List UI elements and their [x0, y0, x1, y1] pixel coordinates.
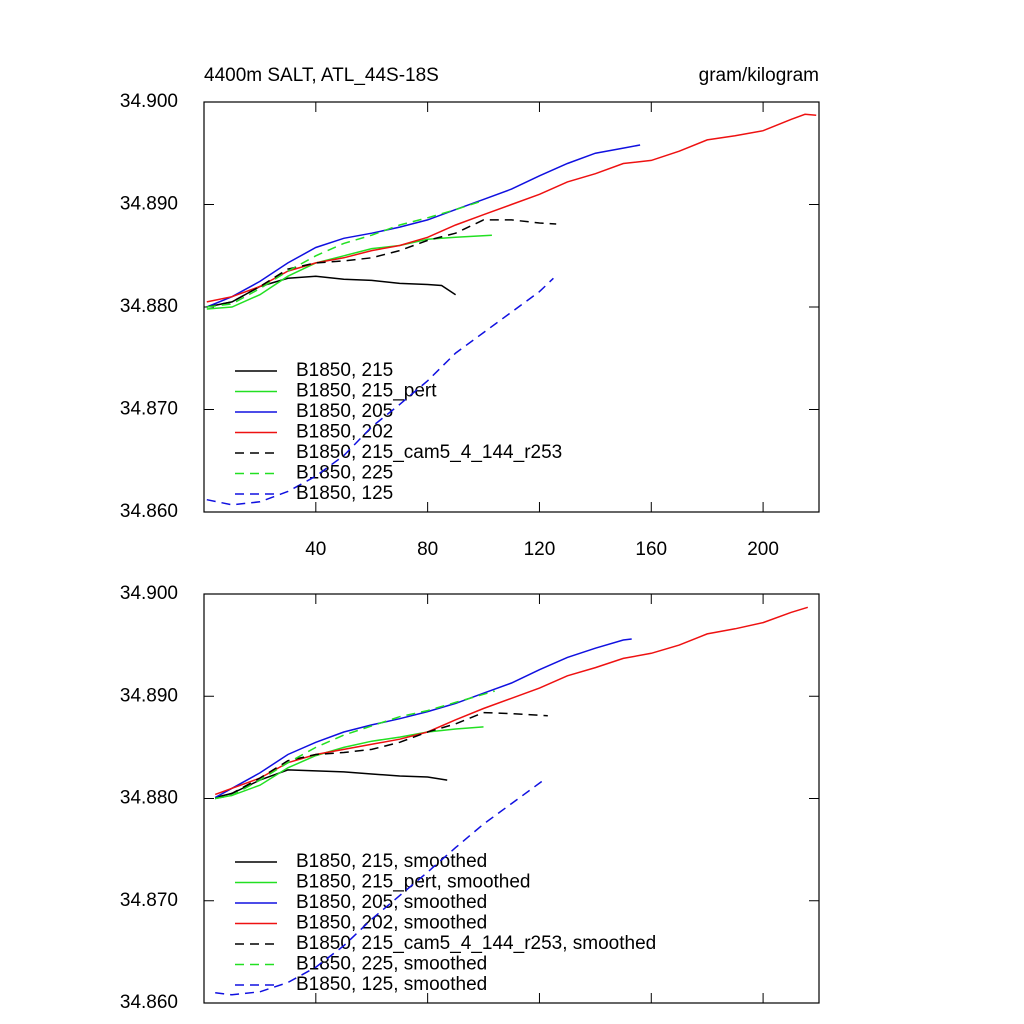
legend-label: B1850, 215 [296, 360, 393, 381]
series-line [215, 778, 546, 996]
series-line [215, 726, 484, 800]
series-line [214, 606, 809, 796]
y-tick-label: 34.860 [120, 992, 178, 1013]
series-line [206, 219, 557, 308]
y-tick-label: 34.880 [120, 788, 178, 809]
x-tick-label: 160 [635, 539, 667, 560]
legend-label: B1850, 205, smoothed [296, 892, 487, 913]
y-tick-label: 34.860 [120, 501, 178, 522]
legend-label: B1850, 215_pert, smoothed [296, 872, 531, 893]
y-tick-label: 34.890 [120, 685, 178, 706]
chart-title: 4400m SALT, ATL_44S-18S [204, 65, 439, 86]
legend-label: B1850, 215_cam5_4_144_r253 [296, 442, 562, 463]
series-line [206, 200, 482, 308]
series-line [206, 113, 817, 303]
x-tick-label: 40 [305, 539, 326, 560]
y-tick-label: 34.900 [120, 91, 178, 112]
x-tick-label: 120 [524, 539, 556, 560]
legend-label: B1850, 205 [296, 401, 393, 422]
y-tick-label: 34.890 [120, 194, 178, 215]
series-line [206, 234, 492, 310]
legend-label: B1850, 125, smoothed [296, 974, 487, 995]
legend-label: B1850, 202 [296, 422, 393, 443]
y-tick-label: 34.870 [120, 399, 178, 420]
legend-label: B1850, 215, smoothed [296, 851, 487, 872]
legend-label: B1850, 125 [296, 483, 393, 504]
legend-label: B1850, 215_cam5_4_144_r253, smoothed [296, 933, 656, 954]
x-tick-label: 80 [417, 539, 438, 560]
y-tick-label: 34.870 [120, 890, 178, 911]
legend-label: B1850, 225 [296, 463, 393, 484]
legend-label: B1850, 202, smoothed [296, 913, 487, 934]
y-tick-label: 34.880 [120, 296, 178, 317]
units-label: gram/kilogram [699, 65, 819, 86]
series-line [206, 144, 641, 308]
legend-label: B1850, 225, smoothed [296, 954, 487, 975]
y-tick-label: 34.900 [120, 583, 178, 604]
legend-label: B1850, 215_pert [296, 381, 437, 402]
series-line [214, 711, 548, 800]
series-line [214, 638, 632, 799]
series-line [215, 769, 448, 799]
series-line [206, 277, 554, 506]
x-tick-label: 200 [747, 539, 779, 560]
series-line [215, 690, 495, 800]
